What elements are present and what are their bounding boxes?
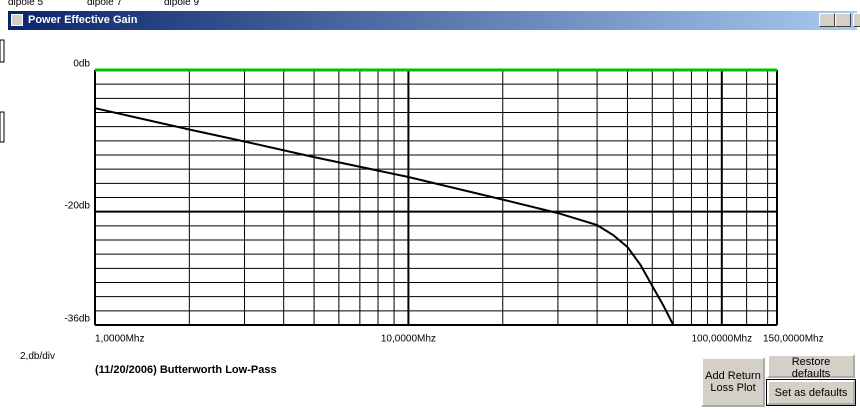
- restore-defaults-button[interactable]: Restore defaults: [767, 354, 855, 380]
- close-button[interactable]: [853, 13, 860, 27]
- maximize-button[interactable]: [835, 13, 851, 27]
- minimize-button[interactable]: [819, 13, 835, 27]
- scale-label: 2,db/div: [20, 351, 56, 362]
- y-tick-label: -36db: [64, 314, 90, 325]
- window-title: Power Effective Gain: [28, 14, 138, 26]
- window-icon: [11, 14, 23, 26]
- frame-edge: [0, 111, 5, 143]
- x-tick-label: 10,0000Mhz: [381, 334, 436, 345]
- gain-curve: [94, 107, 675, 326]
- tab-label: dipole 7: [87, 0, 123, 8]
- tab-label: dipole 5: [8, 0, 44, 8]
- plot-caption: (11/20/2006) Butterworth Low-Pass: [95, 364, 277, 376]
- tab-label: dipole 9: [164, 0, 200, 8]
- x-tick-label: 150,0000Mhz: [763, 334, 824, 345]
- set-defaults-button[interactable]: Set as defaults: [766, 379, 856, 406]
- x-tick-label: 100,0000Mhz: [692, 334, 753, 345]
- title-bar: Power Effective Gain: [8, 11, 860, 30]
- y-tick-label: -20db: [64, 200, 90, 211]
- add-return-loss-button[interactable]: Add Return Loss Plot: [701, 357, 765, 407]
- x-tick-label: 1,0000Mhz: [95, 334, 144, 345]
- y-tick-label: 0db: [73, 59, 90, 70]
- frame-edge: [0, 39, 5, 63]
